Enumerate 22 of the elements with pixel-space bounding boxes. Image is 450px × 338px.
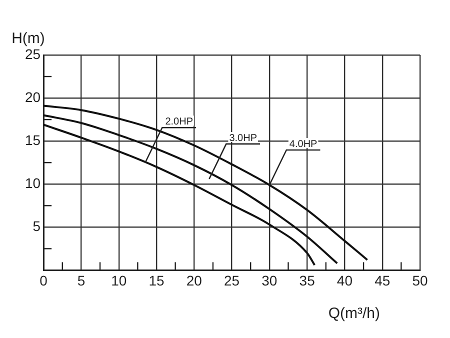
x-tick-label: 5 xyxy=(77,272,86,288)
x-tick-label: 30 xyxy=(262,272,278,288)
y-tick-label: 20 xyxy=(24,88,41,105)
line-series xyxy=(44,104,368,261)
y-tick-label: 15 xyxy=(24,132,41,148)
y-tick-label: 25 xyxy=(24,46,41,62)
x-tick-label: 45 xyxy=(374,272,390,288)
x-tick-label: 25 xyxy=(224,272,240,288)
x-tick-label: 50 xyxy=(412,272,428,288)
x-tick-label: 15 xyxy=(148,272,164,288)
x-tick-label: 40 xyxy=(336,272,353,288)
x-axis-title: Q(m³/h) xyxy=(328,305,380,322)
x-tick-label: 35 xyxy=(299,272,316,288)
y-axis-title: H(m) xyxy=(12,30,45,47)
x-tick-label: 20 xyxy=(186,272,202,288)
y-tick-label: 5 xyxy=(32,218,41,234)
y-tick-label: 10 xyxy=(24,174,41,191)
annotation: 4.0HP xyxy=(289,138,318,150)
annotation: 3.0HP xyxy=(229,132,258,144)
annotation: 2.0HP xyxy=(165,116,194,128)
x-tick-label: 0 xyxy=(40,272,48,288)
x-tick-label: 10 xyxy=(111,272,127,288)
